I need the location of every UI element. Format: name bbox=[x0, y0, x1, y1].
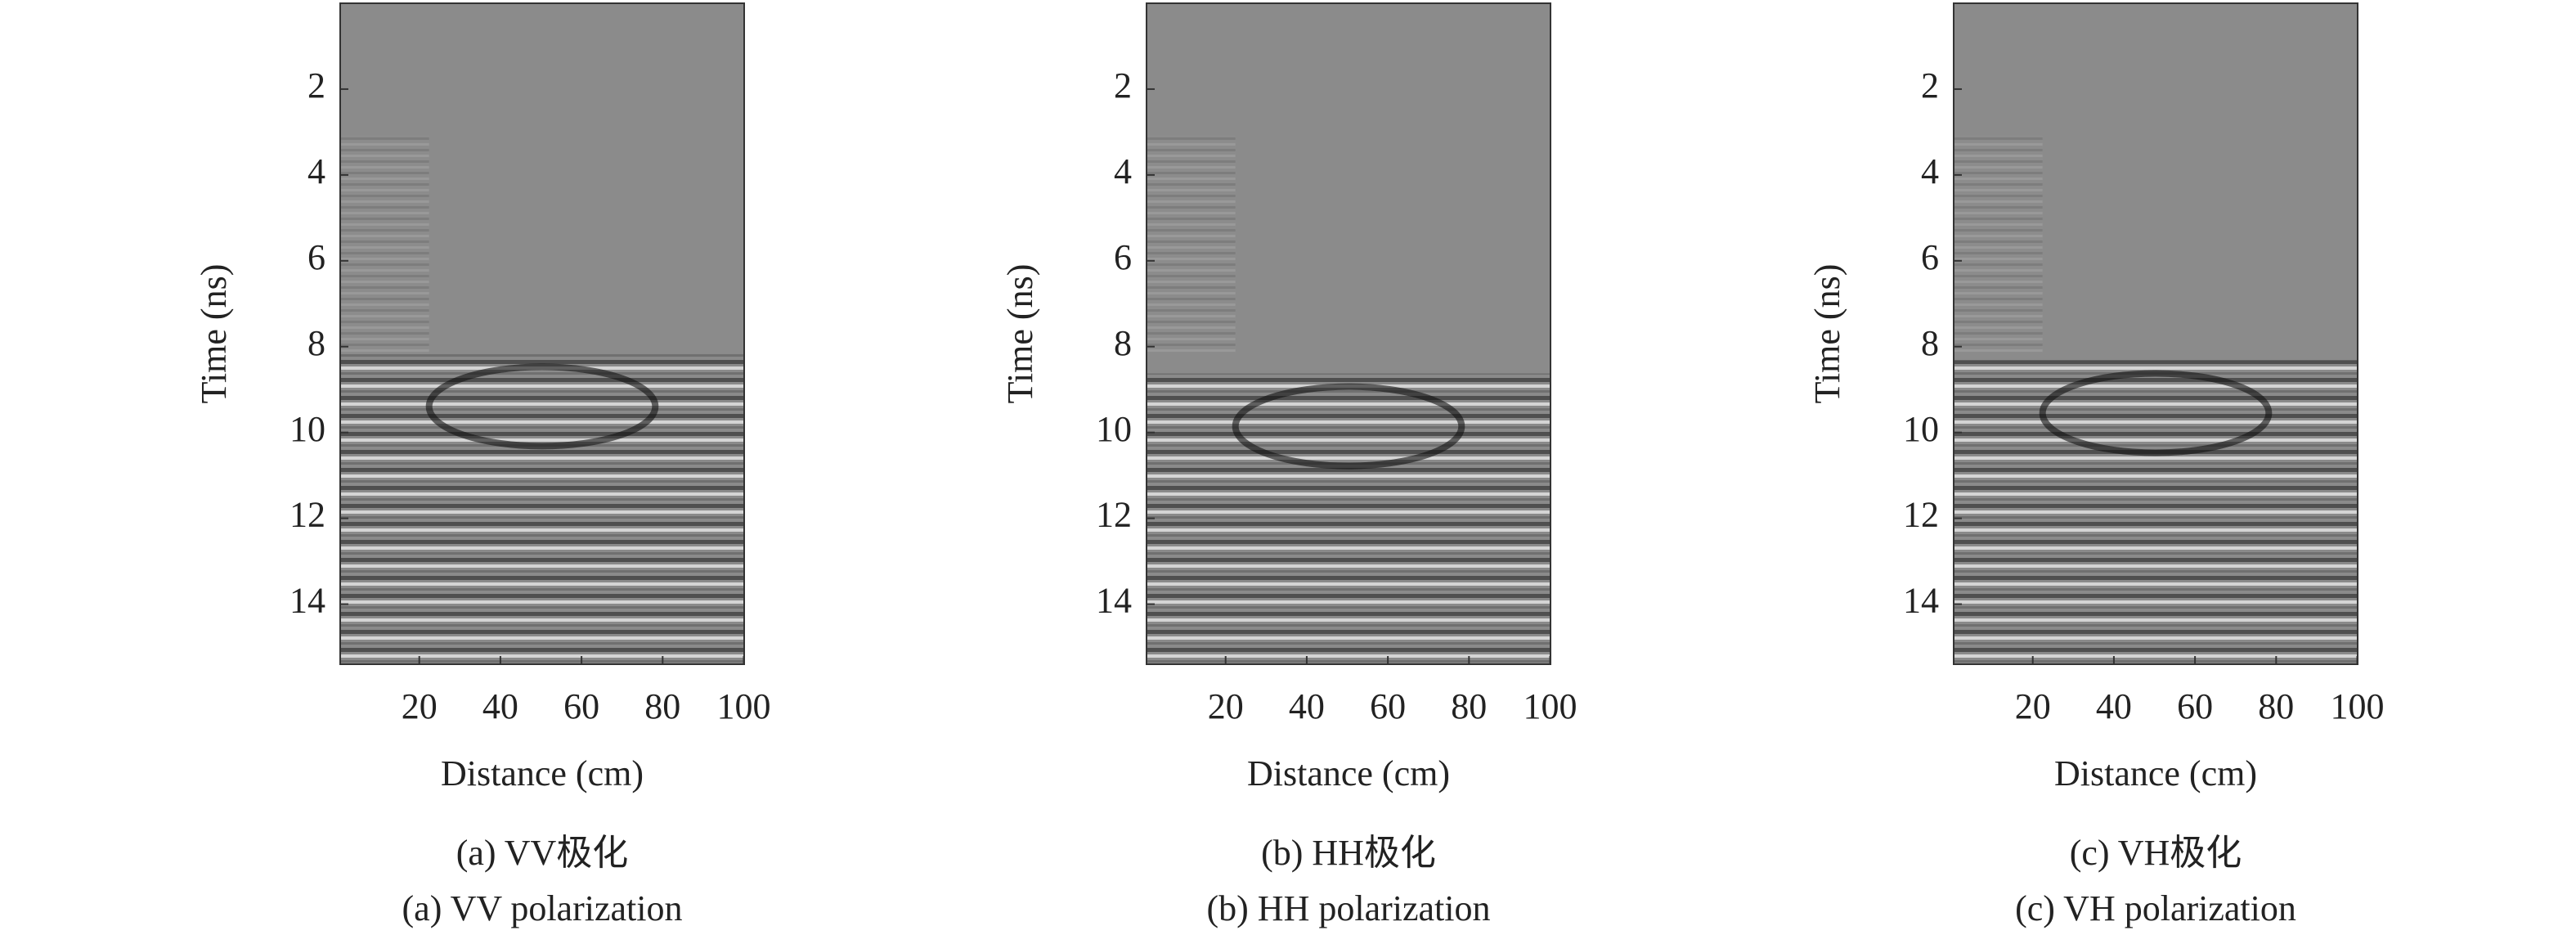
y-tick-label: 4 bbox=[1114, 151, 1132, 191]
x-tick-label: 60 bbox=[563, 686, 599, 726]
x-tick-label: 60 bbox=[2177, 686, 2213, 726]
x-tick-label: 80 bbox=[644, 686, 680, 726]
x-tick-label: 20 bbox=[2015, 686, 2051, 726]
y-axis-label: Time (ns) bbox=[194, 264, 234, 404]
image-early-reflections bbox=[1954, 135, 2043, 354]
image-reflections bbox=[1954, 360, 2358, 664]
y-tick-label: 12 bbox=[1096, 495, 1132, 535]
y-tick-label: 6 bbox=[1921, 237, 1939, 277]
y-tick-label: 8 bbox=[307, 323, 325, 363]
x-tick-label: 40 bbox=[482, 686, 518, 726]
y-tick-label: 8 bbox=[1114, 323, 1132, 363]
image-reflections bbox=[1147, 373, 1551, 664]
image-hyperbola bbox=[2039, 370, 2273, 456]
panel: 20 40 60 80 100 2 4 6 8 10 12 14 Distance (cm) Time (… bbox=[1000, 2, 1577, 928]
y-tick-label: 12 bbox=[289, 495, 325, 535]
x-tick-label: 20 bbox=[1208, 686, 1244, 726]
y-tick-label: 14 bbox=[289, 581, 325, 621]
plot-frame bbox=[1953, 2, 2358, 665]
y-tick-label: 2 bbox=[1921, 65, 1939, 106]
y-tick-label: 14 bbox=[1903, 581, 1939, 621]
y-tick-label: 8 bbox=[1921, 323, 1939, 363]
x-axis-label: Distance (cm) bbox=[2054, 753, 2257, 793]
caption: (a) VV极化 bbox=[456, 833, 629, 873]
y-axis-label: Time (ns) bbox=[1000, 264, 1040, 404]
y-tick-label: 12 bbox=[1903, 495, 1939, 535]
caption-english: (b) HH polarization bbox=[1207, 888, 1491, 928]
x-tick-label: 80 bbox=[1451, 686, 1487, 726]
caption: (c) VH极化 bbox=[2070, 833, 2242, 873]
y-axis-label: Time (ns) bbox=[1807, 264, 1847, 404]
x-tick-label: 40 bbox=[1289, 686, 1325, 726]
x-tick-label: 80 bbox=[2258, 686, 2294, 726]
caption: (b) HH极化 bbox=[1261, 833, 1436, 873]
y-tick-label: 10 bbox=[1096, 409, 1132, 449]
image-reflections bbox=[340, 353, 744, 664]
y-tick-label: 6 bbox=[307, 237, 325, 277]
plot-frame bbox=[1146, 2, 1551, 665]
image-early-reflections bbox=[340, 135, 429, 354]
caption-english: (c) VH polarization bbox=[2015, 888, 2296, 928]
y-tick-label: 6 bbox=[1114, 237, 1132, 277]
x-tick-label: 60 bbox=[1370, 686, 1406, 726]
y-tick-label: 4 bbox=[1921, 151, 1939, 191]
caption-english: (a) VV polarization bbox=[402, 888, 683, 928]
x-tick-label: 100 bbox=[1524, 686, 1577, 726]
image-early-reflections bbox=[1147, 135, 1236, 354]
x-tick-label: 40 bbox=[2096, 686, 2132, 726]
y-tick-label: 2 bbox=[1114, 65, 1132, 106]
y-tick-label: 10 bbox=[289, 409, 325, 449]
y-tick-label: 10 bbox=[1903, 409, 1939, 449]
image-hyperbola bbox=[1232, 383, 1465, 470]
y-tick-label: 2 bbox=[307, 65, 325, 106]
plot-frame bbox=[339, 2, 745, 665]
x-axis-label: Distance (cm) bbox=[441, 753, 644, 793]
panel: 20 40 60 80 100 2 4 6 8 10 12 14 Distance (cm) Time (… bbox=[194, 2, 771, 928]
y-tick-label: 14 bbox=[1096, 581, 1132, 621]
x-tick-label: 100 bbox=[2331, 686, 2385, 726]
image-hyperbola bbox=[425, 363, 659, 450]
panel: 20 40 60 80 100 2 4 6 8 10 12 14 Distance (cm) Time (… bbox=[1807, 2, 2385, 928]
x-tick-label: 100 bbox=[717, 686, 771, 726]
x-axis-label: Distance (cm) bbox=[1247, 753, 1450, 793]
y-tick-label: 4 bbox=[307, 151, 325, 191]
x-tick-label: 20 bbox=[402, 686, 438, 726]
